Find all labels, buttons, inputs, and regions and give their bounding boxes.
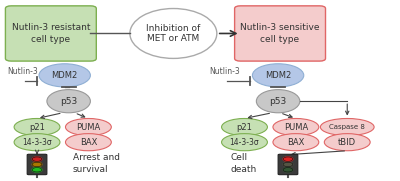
FancyBboxPatch shape	[27, 154, 47, 175]
Ellipse shape	[320, 119, 374, 136]
Text: MDM2: MDM2	[52, 71, 78, 80]
FancyBboxPatch shape	[235, 6, 326, 61]
Text: Nutlin-3: Nutlin-3	[209, 67, 240, 76]
Ellipse shape	[273, 119, 319, 136]
Text: Nutlin-3 sensitive
cell type: Nutlin-3 sensitive cell type	[240, 23, 320, 44]
Ellipse shape	[130, 9, 217, 58]
Ellipse shape	[273, 134, 319, 151]
Circle shape	[32, 157, 42, 161]
Ellipse shape	[222, 119, 268, 136]
Ellipse shape	[222, 134, 268, 151]
Ellipse shape	[47, 90, 90, 113]
Text: PUMA: PUMA	[76, 123, 100, 132]
Text: p21: p21	[236, 123, 252, 132]
Ellipse shape	[252, 64, 304, 87]
Text: Cell
death: Cell death	[231, 153, 257, 174]
Ellipse shape	[14, 134, 60, 151]
Text: 14-3-3σ: 14-3-3σ	[22, 138, 52, 147]
Text: MDM2: MDM2	[265, 71, 291, 80]
Text: PUMA: PUMA	[284, 123, 308, 132]
Text: Arrest and
survival: Arrest and survival	[72, 153, 120, 174]
Ellipse shape	[66, 134, 111, 151]
Ellipse shape	[324, 134, 370, 151]
Text: BAX: BAX	[287, 138, 304, 147]
Text: BAX: BAX	[80, 138, 97, 147]
Text: p21: p21	[29, 123, 45, 132]
FancyBboxPatch shape	[6, 6, 96, 61]
FancyBboxPatch shape	[278, 154, 298, 175]
Circle shape	[283, 168, 293, 172]
Circle shape	[283, 157, 293, 161]
Circle shape	[283, 162, 293, 167]
Text: Nutlin-3 resistant
cell type: Nutlin-3 resistant cell type	[12, 23, 90, 44]
Text: 14-3-3σ: 14-3-3σ	[230, 138, 259, 147]
Ellipse shape	[39, 64, 90, 87]
Text: Nutlin-3: Nutlin-3	[7, 67, 38, 76]
Ellipse shape	[66, 119, 111, 136]
Circle shape	[32, 168, 42, 172]
Text: p53: p53	[60, 97, 77, 106]
Ellipse shape	[256, 90, 300, 113]
Text: tBID: tBID	[338, 138, 356, 147]
Text: Inhibition of
MET or ATM: Inhibition of MET or ATM	[146, 24, 200, 43]
Text: Caspase 8: Caspase 8	[329, 124, 365, 130]
Text: p53: p53	[270, 97, 287, 106]
Circle shape	[32, 162, 42, 167]
Ellipse shape	[14, 119, 60, 136]
